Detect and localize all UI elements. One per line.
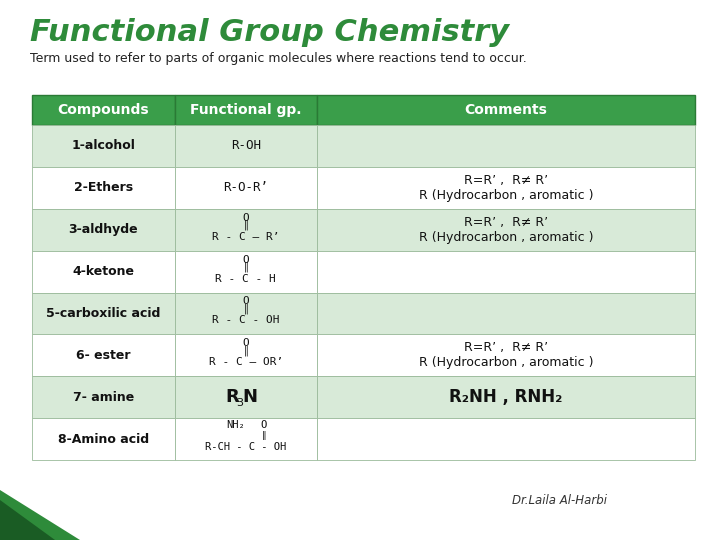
Text: R - C – OR’: R - C – OR’ [209, 357, 283, 367]
Text: O: O [261, 420, 267, 430]
Text: 3: 3 [236, 398, 243, 408]
Bar [174, 125, 317, 167]
Polygon shape [0, 500, 55, 540]
Bar [317, 209, 695, 251]
Bar [317, 293, 695, 334]
Bar [32, 95, 174, 125]
Bar [32, 418, 174, 460]
Text: R-OH: R-OH [231, 139, 261, 152]
Text: R₂NH , RNH₂: R₂NH , RNH₂ [449, 388, 563, 406]
Text: N: N [243, 388, 257, 406]
Bar [174, 209, 317, 251]
Bar [174, 251, 317, 293]
Bar [32, 334, 174, 376]
Bar [317, 95, 695, 125]
Bar [174, 376, 317, 418]
Text: R-O-R’: R-O-R’ [223, 181, 269, 194]
Text: Term used to refer to parts of organic molecules where reactions tend to occur.: Term used to refer to parts of organic m… [30, 52, 527, 65]
Text: 5-carboxilic acid: 5-carboxilic acid [46, 307, 161, 320]
Text: ‖: ‖ [243, 219, 248, 230]
Text: ‖: ‖ [261, 430, 266, 440]
Text: 7- amine: 7- amine [73, 390, 134, 404]
Text: Compounds: Compounds [58, 103, 149, 117]
Bar [32, 376, 174, 418]
Bar [174, 334, 317, 376]
Bar [32, 293, 174, 334]
Bar [32, 125, 174, 167]
Text: Comments: Comments [464, 103, 547, 117]
Text: NH₂: NH₂ [227, 420, 246, 430]
Text: 8-Amino acid: 8-Amino acid [58, 433, 149, 446]
Bar [174, 293, 317, 334]
Text: O: O [243, 296, 249, 306]
Polygon shape [0, 490, 80, 540]
Bar [317, 418, 695, 460]
Text: 4-ketone: 4-ketone [72, 265, 134, 278]
Bar [317, 376, 695, 418]
Bar [32, 251, 174, 293]
Text: 1-alcohol: 1-alcohol [71, 139, 135, 152]
Text: Dr.Laila Al-Harbi: Dr.Laila Al-Harbi [513, 494, 608, 507]
Bar [317, 125, 695, 167]
Text: ‖: ‖ [243, 303, 248, 314]
Text: O: O [243, 254, 249, 265]
Bar [317, 251, 695, 293]
Bar [317, 334, 695, 376]
Text: R-CH - C - OH: R-CH - C - OH [205, 442, 287, 452]
Text: 6- ester: 6- ester [76, 349, 130, 362]
Text: O: O [243, 213, 249, 222]
Text: Functional gp.: Functional gp. [190, 103, 302, 117]
Text: R=R’ ,  R≠ R’
R (Hydrocarbon , aromatic ): R=R’ , R≠ R’ R (Hydrocarbon , aromatic ) [419, 174, 593, 202]
Bar [174, 95, 317, 125]
Text: R - C - H: R - C - H [215, 274, 276, 284]
Bar [32, 167, 174, 209]
Text: Functional Group Chemistry: Functional Group Chemistry [30, 18, 509, 47]
Text: 3-aldhyde: 3-aldhyde [68, 223, 138, 236]
Text: R - C – R’: R - C – R’ [212, 232, 279, 242]
Bar [174, 167, 317, 209]
Text: R=R’ ,  R≠ R’
R (Hydrocarbon , aromatic ): R=R’ , R≠ R’ R (Hydrocarbon , aromatic ) [419, 341, 593, 369]
Bar [174, 418, 317, 460]
Text: R=R’ ,  R≠ R’
R (Hydrocarbon , aromatic ): R=R’ , R≠ R’ R (Hydrocarbon , aromatic ) [419, 215, 593, 244]
Text: ‖: ‖ [243, 345, 248, 355]
Text: O: O [243, 339, 249, 348]
Text: R - C - OH: R - C - OH [212, 315, 279, 326]
Text: ‖: ‖ [243, 261, 248, 272]
Text: R: R [225, 388, 239, 406]
Bar [32, 209, 174, 251]
Bar [317, 167, 695, 209]
Text: 2-Ethers: 2-Ethers [73, 181, 132, 194]
